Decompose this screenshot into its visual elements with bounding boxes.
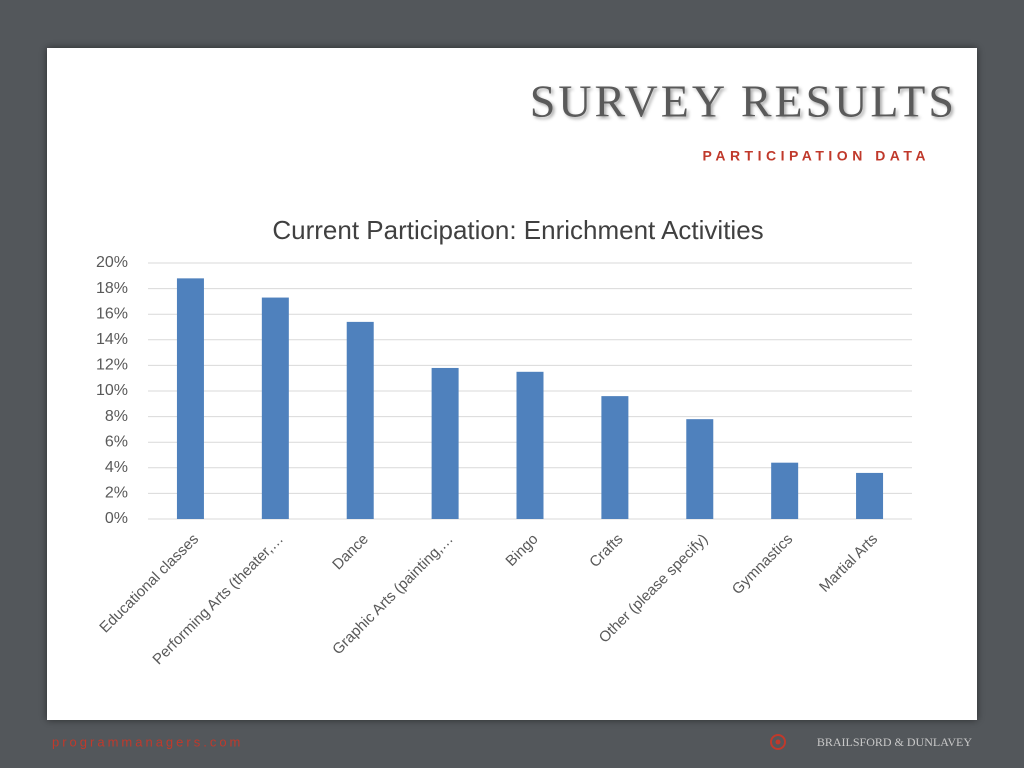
y-tick-label: 20%: [96, 254, 128, 271]
chart-title: Current Participation: Enrichment Activi…: [272, 215, 763, 245]
footer-website: programmanagers.com: [52, 734, 243, 749]
bar: [686, 419, 714, 519]
y-tick-label: 0%: [105, 510, 128, 527]
bar: [431, 367, 459, 519]
bar: [261, 297, 289, 519]
bar: [516, 371, 544, 519]
y-tick-label: 18%: [96, 280, 128, 297]
y-tick-label: 14%: [96, 331, 128, 348]
bar: [856, 472, 884, 519]
y-tick-label: 16%: [96, 305, 128, 322]
y-tick-label: 10%: [96, 382, 128, 399]
y-tick-label: 12%: [96, 357, 128, 374]
bar: [176, 278, 204, 519]
y-tick-label: 4%: [105, 459, 128, 476]
slide-subtitle: PARTICIPATION DATA: [703, 148, 930, 164]
y-tick-label: 6%: [105, 433, 128, 450]
y-tick-label: 2%: [105, 485, 128, 502]
y-tick-label: 8%: [105, 408, 128, 425]
logo: [770, 734, 786, 750]
slide-title: SURVEY RESULTS: [530, 76, 957, 127]
bar: [771, 462, 799, 519]
footer-company: BRAILSFORD & DUNLAVEY: [817, 735, 972, 749]
bar: [601, 396, 629, 519]
bar: [346, 321, 374, 519]
